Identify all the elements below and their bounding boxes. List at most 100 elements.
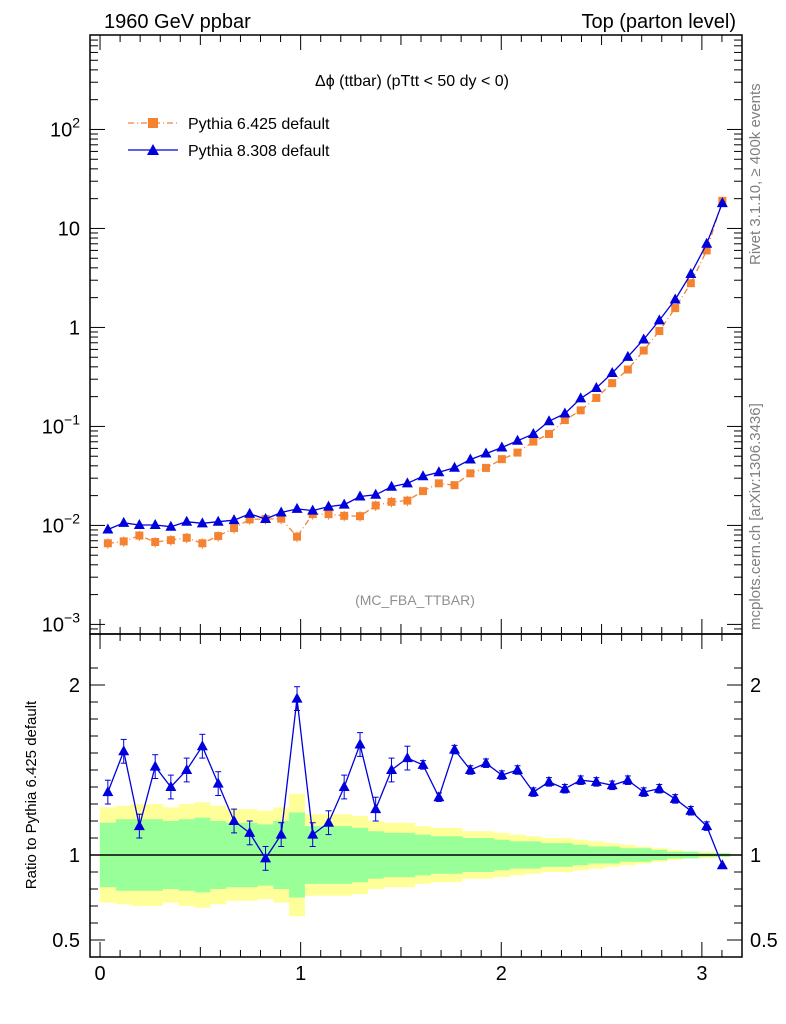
data-point-triangle <box>338 498 350 509</box>
data-point-square <box>655 327 664 336</box>
data-point-square <box>356 512 365 521</box>
ratio-data-point <box>228 815 240 825</box>
ratio-data-point <box>622 774 634 785</box>
data-point-square <box>151 537 160 546</box>
ratio-panel: 0.5 0.5 1 1 2 2 0 1 2 3 Ratio to Pythia 6.425 def… <box>23 633 778 985</box>
data-point-triangle <box>165 520 177 531</box>
data-point-square <box>419 487 428 496</box>
data-point-triangle <box>527 428 539 439</box>
ratio-data-point <box>370 803 382 814</box>
data-point-triangle <box>275 506 287 517</box>
ratio-data-point <box>323 816 335 827</box>
y-tick-label: 1 <box>69 317 80 339</box>
data-point-triangle <box>590 382 602 393</box>
data-point-square <box>277 514 286 523</box>
data-point-square <box>450 481 459 490</box>
data-point-square <box>166 536 175 545</box>
data-point-triangle <box>244 507 256 518</box>
ratio-data-point <box>449 743 461 754</box>
data-point-triangle <box>307 504 319 515</box>
data-point-triangle <box>685 267 697 278</box>
ratio-data-point <box>417 758 429 769</box>
data-point-square <box>214 532 223 541</box>
data-point-triangle <box>512 434 524 445</box>
observable-title: Δϕ (ttbar) (pTtt < 50 dy < 0) <box>315 73 509 90</box>
ratio-data-point <box>606 779 618 790</box>
y-tick-label: 10−3 <box>42 609 80 636</box>
data-point-triangle <box>606 367 618 378</box>
ratio-data-point <box>102 786 114 797</box>
data-point-triangle <box>102 523 114 534</box>
ratio-series-line <box>107 698 723 866</box>
data-point-square <box>198 539 207 548</box>
ratio-data-point <box>291 692 303 703</box>
data-point-triangle <box>716 197 728 208</box>
series-line-pythia8 <box>107 202 723 531</box>
ratio-data-point <box>512 764 524 774</box>
data-point-square <box>623 365 632 374</box>
data-point-triangle <box>433 466 445 477</box>
ratio-data-point <box>260 852 272 863</box>
ratio-data-point <box>386 764 398 774</box>
data-point-triangle <box>291 502 303 513</box>
data-point-triangle <box>149 518 161 529</box>
x-tick-label: 1 <box>295 963 306 985</box>
data-point-square <box>513 448 522 457</box>
ratio-data-point <box>165 781 177 791</box>
legend-marker-triangle <box>147 144 159 155</box>
ratio-data-point <box>701 820 713 831</box>
data-point-square <box>560 416 569 425</box>
ratio-y-tick-label-right: 1 <box>750 845 761 867</box>
ratio-data-point <box>716 859 728 870</box>
ratio-axis-label: Ratio to Pythia 6.425 default <box>23 700 40 889</box>
data-point-triangle <box>669 293 681 304</box>
data-point-triangle <box>559 407 571 418</box>
data-point-square <box>340 511 349 520</box>
series-line-pythia6 <box>107 200 723 544</box>
ratio-data-point <box>464 764 476 774</box>
y-tick-label: 10−2 <box>42 510 80 537</box>
y-tick-label: 10−1 <box>42 411 80 438</box>
data-point-triangle <box>323 500 335 511</box>
ratio-y-tick-label: 0.5 <box>52 930 80 952</box>
x-tick-label: 0 <box>94 963 105 985</box>
data-point-triangle <box>480 447 492 458</box>
data-point-square <box>482 463 491 472</box>
ratio-y-tick-label-right: 2 <box>750 675 761 697</box>
ratio-data-point <box>685 804 697 815</box>
ratio-data-point <box>590 775 602 786</box>
ratio-data-point <box>275 828 287 839</box>
data-point-triangle <box>575 392 587 403</box>
data-point-triangle <box>464 453 476 464</box>
ratio-data-point <box>480 757 492 768</box>
data-point-square <box>387 497 396 506</box>
ratio-data-point <box>196 740 208 751</box>
data-point-triangle <box>638 333 650 344</box>
y-tick-label: 102 <box>50 114 80 141</box>
ratio-data-point <box>575 774 587 785</box>
data-point-triangle <box>354 490 366 501</box>
data-point-triangle <box>228 514 240 525</box>
data-point-triangle <box>417 470 429 481</box>
ratio-data-point <box>653 782 665 793</box>
data-point-square <box>529 437 538 446</box>
data-point-square <box>135 531 144 540</box>
ratio-data-point <box>496 769 508 780</box>
ratio-data-point <box>133 820 145 831</box>
ratio-data-point <box>543 775 555 786</box>
data-point-triangle <box>196 517 208 528</box>
data-point-triangle <box>260 513 272 524</box>
legend-item-pythia6: Pythia 6.425 default <box>128 116 330 133</box>
data-point-square <box>608 379 617 388</box>
header-right-title: Top (parton level) <box>581 11 736 33</box>
data-point-square <box>671 304 680 313</box>
header-left-title: 1960 GeV ppbar <box>104 11 251 33</box>
ratio-data-point <box>354 738 366 749</box>
ratio-data-point <box>149 760 161 771</box>
data-point-square <box>466 469 475 478</box>
legend-marker-square <box>148 118 158 128</box>
data-point-triangle <box>543 415 555 426</box>
analysis-watermark: (MC_FBA_TTBAR) <box>355 592 475 608</box>
data-point-square <box>545 429 554 438</box>
